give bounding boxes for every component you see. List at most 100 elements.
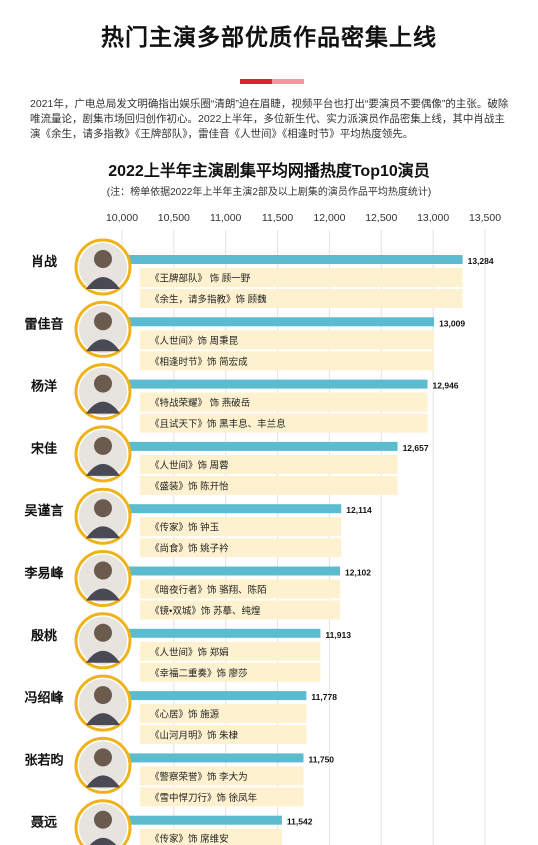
bar-value-label: 12,946: [433, 381, 459, 391]
role-box: [140, 413, 428, 433]
bar-value-label: 11,750: [309, 754, 335, 764]
role-box: [140, 579, 341, 599]
bar-value-label: 11,913: [325, 630, 351, 640]
avatar-shoulders: [86, 650, 120, 663]
chart-subtitle: (注：榜单依据2022年上半年主演2部及以上剧集的演员作品平均热度统计): [106, 187, 432, 198]
role-box: [140, 517, 342, 537]
actor-name: 冯绍峰: [24, 690, 64, 705]
avatar-shoulders: [86, 713, 120, 726]
role-label: 《余生，请多指教》饰 顾魏: [150, 294, 267, 306]
role-label: 《心居》饰 施源: [150, 709, 220, 721]
bar: [105, 753, 304, 763]
intro-paragraph: 2021年，广电总局发文明确指出娱乐圈“清朗”迫在眉睫，视频平台也打出“要演员不…: [30, 98, 509, 140]
title-accent-red: [240, 79, 272, 84]
avatar-shoulders: [86, 526, 120, 539]
avatar-shoulders: [86, 401, 120, 414]
role-label: 《王牌部队》 饰 顾一野: [150, 273, 251, 285]
bar: [105, 441, 398, 451]
role-label: 《山河月明》饰 朱棣: [150, 730, 239, 742]
bar-value-label: 11,542: [287, 817, 313, 827]
role-label: 《传家》饰 席维安: [150, 833, 229, 845]
role-box: [140, 351, 435, 371]
bar: [105, 317, 435, 327]
role-label: 《雪中悍刀行》饰 徐凤年: [150, 792, 258, 804]
actor-name: 杨洋: [31, 379, 57, 394]
actor-name: 李易峰: [23, 566, 64, 581]
actor-name: 肖战: [31, 254, 57, 269]
role-box: [140, 641, 321, 661]
role-label: 《传家》饰 钟玉: [150, 522, 220, 534]
role-label: 《相逢时节》饰 简宏成: [150, 356, 248, 368]
actor-name: 宋佳: [30, 441, 57, 456]
role-box: [140, 787, 304, 807]
bar-value-label: 12,657: [403, 443, 429, 453]
role-label: 《人世间》饰 周蓉: [150, 459, 229, 471]
role-label: 《盛装》饰 陈开怡: [150, 480, 229, 492]
person-avatar-icon: [94, 436, 112, 455]
role-box: [140, 475, 398, 495]
x-tick-label: 12,500: [365, 212, 397, 224]
role-label: 《且试天下》饰 黑丰息、丰兰息: [150, 418, 286, 430]
title-accent-pink: [272, 79, 304, 84]
person-avatar-icon: [94, 686, 112, 705]
person-avatar-icon: [94, 312, 112, 331]
actor-name: 雷佳音: [24, 316, 63, 331]
bar-value-label: 11,778: [311, 692, 337, 702]
actor-name: 聂远: [30, 815, 57, 830]
role-box: [140, 330, 435, 350]
role-box: [140, 454, 398, 474]
bar-value-label: 13,009: [439, 318, 465, 328]
actor-name: 张若昀: [24, 752, 63, 767]
role-label: 《幸福二重奏》饰 廖莎: [150, 667, 248, 679]
person-avatar-icon: [94, 561, 112, 580]
role-label: 《镜•双城》饰 苏摹、纯煌: [150, 605, 261, 617]
x-tick-label: 13,000: [417, 212, 449, 224]
person-avatar-icon: [94, 499, 112, 518]
x-tick-label: 12,000: [313, 212, 345, 224]
role-label: 《特战荣耀》 饰 燕破岳: [150, 397, 250, 409]
role-label: 《人世间》饰 周秉昆: [150, 335, 239, 347]
bar: [105, 815, 282, 825]
x-tick-label: 10,000: [106, 212, 138, 224]
role-box: [140, 704, 307, 724]
bar: [105, 255, 463, 264]
x-tick-label: 13,500: [469, 212, 501, 224]
actor-name: 吴谨言: [24, 503, 63, 518]
avatar-shoulders: [86, 775, 120, 788]
person-avatar-icon: [94, 374, 112, 393]
person-avatar-icon: [94, 748, 112, 767]
page-title: 热门主演多部优质作品密集上线: [101, 24, 437, 50]
person-avatar-icon: [94, 810, 112, 829]
person-avatar-icon: [94, 250, 112, 268]
bar-chart: 10,000 10,500 11,000 11,500 12,000 12,500 13,0…: [23, 212, 501, 845]
role-box: [140, 828, 282, 845]
x-tick-label: 10,500: [158, 212, 190, 224]
role-label: 《尚食》饰 姚子衿: [150, 543, 229, 555]
chart-title: 2022上半年主演剧集平均网播热度Top10演员: [108, 163, 430, 180]
role-box: [140, 538, 342, 558]
bar-value-label: 13,284: [468, 256, 494, 266]
bar-value-label: 12,102: [345, 568, 371, 578]
role-label: 《暗夜行者》饰 骆翔、陈陌: [150, 584, 267, 596]
bar: [105, 504, 342, 514]
role-box: [140, 600, 341, 620]
x-tick-label: 11,000: [210, 212, 241, 224]
role-box: [140, 392, 428, 412]
bar: [105, 691, 307, 701]
bar-value-label: 12,114: [346, 505, 372, 515]
actor-name: 殷桃: [31, 628, 57, 643]
role-box: [140, 766, 304, 786]
avatar-shoulders: [86, 277, 120, 289]
bar: [105, 628, 321, 638]
avatar-shoulders: [86, 588, 120, 601]
role-label: 《警察荣誉》饰 李大为: [150, 771, 248, 783]
role-box: [140, 289, 463, 308]
bar: [105, 566, 341, 576]
avatar-shoulders: [89, 837, 117, 845]
person-avatar-icon: [94, 623, 112, 642]
role-label: 《人世间》饰 郑娟: [150, 646, 229, 658]
x-tick-label: 11,500: [262, 212, 293, 224]
role-box: [140, 268, 463, 287]
avatar-shoulders: [86, 339, 120, 352]
role-box: [140, 662, 321, 682]
